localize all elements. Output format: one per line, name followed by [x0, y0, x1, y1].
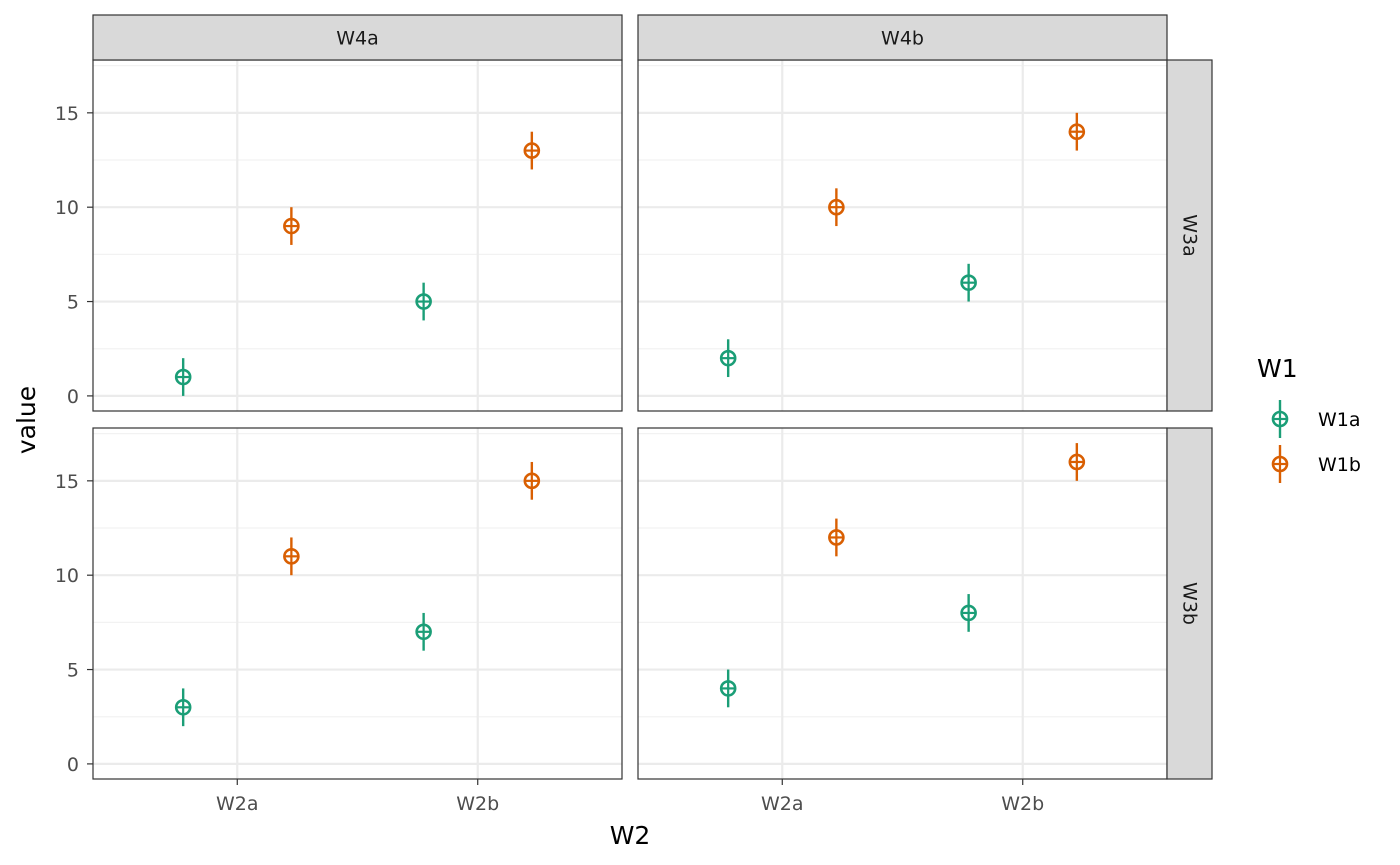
strip-label: W4b: [881, 28, 924, 50]
data-point: [174, 688, 192, 727]
data-point: [415, 612, 432, 651]
y-tick-label: 5: [67, 660, 79, 682]
data-point: [1068, 112, 1086, 151]
x-tick-label: W2b: [1001, 793, 1044, 815]
series-W1a: [174, 263, 977, 727]
data-point: [523, 461, 541, 500]
data-point: [960, 263, 977, 302]
y-axis-W3b: 0 5 10 15: [55, 471, 93, 776]
series-W1b: [283, 112, 1086, 576]
data-point: [415, 282, 432, 321]
panel-W4a-W3b: [92, 427, 623, 780]
strip-right-W3a: W3a: [1166, 59, 1213, 412]
data-point: [1068, 443, 1086, 481]
data-point: [283, 207, 300, 245]
strip-label: W4a: [336, 28, 379, 50]
y-tick-label: 5: [67, 292, 79, 314]
strip-top-W4b: W4b: [637, 14, 1168, 61]
y-axis-W3a: 0 5 10 15: [55, 103, 93, 408]
x-tick-label: W2a: [761, 793, 804, 815]
panel-background: [93, 60, 622, 411]
strip-background: [1166, 59, 1213, 412]
strip-background: [1166, 427, 1213, 780]
y-tick-label: 10: [55, 565, 79, 587]
y-tick-label: 0: [67, 754, 79, 776]
strip-background: [637, 14, 1168, 61]
panel-background: [638, 428, 1167, 779]
y-axis-title: value: [12, 386, 41, 454]
x-axis-title: W2: [610, 821, 651, 850]
panel-W4a-W3a: [92, 59, 623, 412]
data-point: [719, 339, 737, 378]
y-tick-label: 15: [55, 103, 79, 125]
data-point: [828, 518, 845, 557]
x-tick-label: W2b: [456, 793, 499, 815]
panel-border: [92, 427, 623, 780]
strip-right-W3b: W3b: [1166, 427, 1213, 780]
legend-label: W1b: [1318, 454, 1361, 476]
y-tick-label: 15: [55, 471, 79, 493]
legend-entry-W1b: W1b: [1271, 445, 1361, 483]
strip-background: [92, 14, 623, 61]
strip-label: W3a: [1179, 214, 1201, 257]
x-axis-W4a: W2a W2b: [216, 779, 499, 815]
data-point: [523, 131, 541, 170]
legend-label: W1a: [1318, 409, 1361, 431]
x-tick-label: W2a: [216, 793, 259, 815]
y-tick-label: 0: [67, 386, 79, 408]
strip-top-W4a: W4a: [92, 14, 623, 61]
x-axis-W4b: W2a W2b: [761, 779, 1044, 815]
panel-W4b-W3b: [637, 427, 1168, 780]
data-point: [719, 669, 737, 708]
data-point: [174, 358, 192, 396]
data-point: [828, 188, 845, 227]
data-point: [283, 537, 300, 576]
y-tick-label: 10: [55, 197, 79, 219]
legend-title: W1: [1257, 354, 1298, 383]
legend: W1 W1a W1b: [1257, 354, 1361, 483]
legend-entry-W1a: W1a: [1271, 400, 1361, 438]
panel-W4b-W3a: [637, 59, 1168, 412]
data-point: [960, 594, 977, 632]
strip-label: W3b: [1179, 582, 1201, 625]
